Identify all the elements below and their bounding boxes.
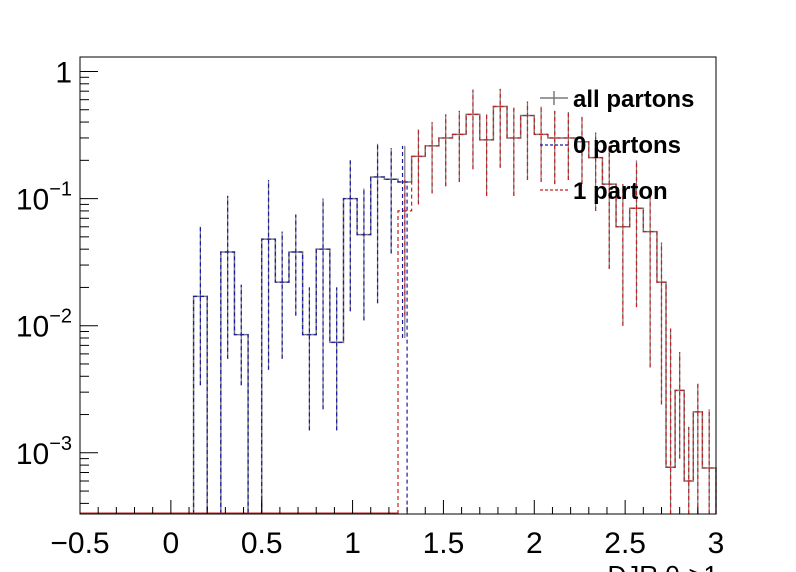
y-tick-label: 10−1	[16, 179, 72, 217]
x-tick-label: 0	[163, 527, 180, 560]
legend-label-1-parton: 1 parton	[573, 178, 668, 205]
legend-label-0-partons: 0 partons	[573, 132, 681, 159]
x-tick-label: 0.5	[241, 527, 283, 560]
plot-frame	[79, 56, 717, 515]
y-tick-label: 10−3	[16, 433, 72, 471]
legend: all partons 0 partons 1 parton	[540, 86, 694, 205]
x-tick-label: 3	[708, 527, 725, 560]
x-tick-label: 1	[344, 527, 361, 560]
x-tick-label: 2	[526, 527, 543, 560]
x-axis-title: DJR 0->1	[607, 560, 718, 572]
y-tick-label: 1	[55, 56, 72, 89]
axis-layer: −0.5 0 0.5 1 1.5 2 2.5 3 1 10−1 10−2 10−3	[16, 56, 725, 560]
series-1-parton	[80, 88, 717, 514]
histogram-outline-0-partons	[192, 176, 408, 514]
x-tick-label: 1.5	[423, 527, 465, 560]
legend-label-all-partons: all partons	[573, 86, 694, 113]
x-tick-label: −0.5	[50, 527, 109, 560]
x-tick-label: 2.5	[604, 527, 646, 560]
series-layer	[80, 88, 717, 514]
y-tick-label: 10−2	[16, 306, 72, 344]
